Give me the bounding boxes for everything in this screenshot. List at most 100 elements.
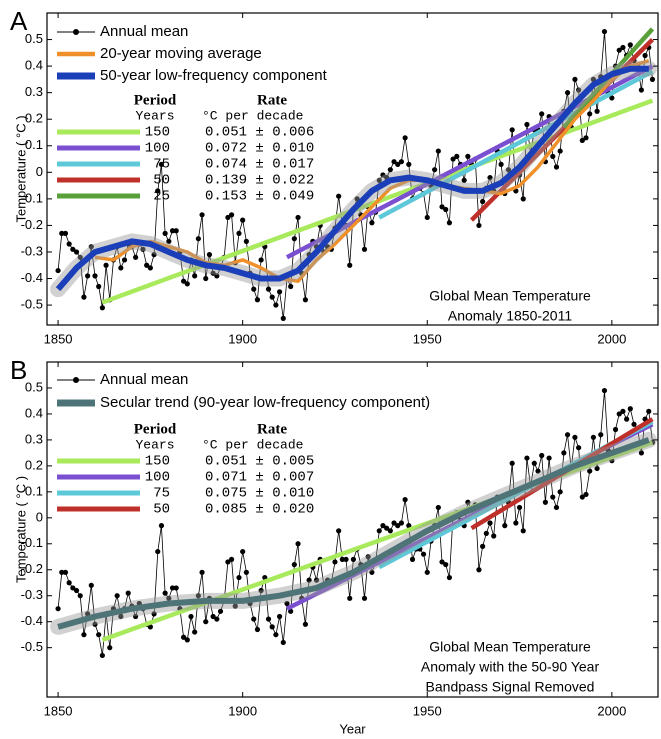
annual-point	[498, 161, 504, 167]
plot-frame	[46, 12, 659, 326]
annual-point	[583, 491, 589, 498]
annual-point	[206, 252, 213, 258]
annual-point	[162, 590, 168, 596]
y-tick-label: -0.5	[21, 639, 43, 654]
annual-point	[203, 275, 209, 282]
table-rate: 0.051 ± 0.006	[205, 125, 314, 141]
annual-point	[576, 87, 582, 93]
annual-point	[265, 616, 272, 622]
annual-point	[214, 273, 220, 279]
annual-point	[579, 137, 585, 144]
annual-point	[188, 613, 194, 620]
annual-point	[217, 608, 224, 614]
annual-point	[243, 238, 249, 244]
annual-point	[516, 504, 523, 511]
y-tick-label: -0.2	[21, 561, 43, 576]
y-tick-label: 0.2	[25, 111, 43, 126]
x-tick-label: 2000	[597, 703, 626, 718]
annual-point	[77, 593, 83, 599]
y-tick-label: 0.5	[25, 31, 43, 46]
annual-point	[166, 595, 172, 601]
y-axis-label: Temperature ( °C )	[13, 115, 28, 222]
annual-point	[295, 214, 301, 221]
annual-point	[387, 528, 393, 534]
annual-point	[583, 135, 589, 141]
annual-point	[62, 569, 69, 575]
annual-point	[313, 577, 320, 583]
annual-point	[258, 257, 264, 263]
annual-point	[92, 621, 98, 627]
plot-frame	[46, 361, 659, 698]
annual-point	[210, 613, 216, 620]
panel-label: A	[10, 6, 28, 36]
annual-point	[391, 159, 397, 165]
annual-point	[251, 616, 257, 622]
annual-point	[539, 452, 545, 459]
annual-point	[531, 460, 537, 466]
annual-point	[302, 621, 309, 627]
annual-point	[59, 230, 65, 236]
annual-point	[590, 434, 596, 440]
annual-point	[276, 613, 283, 620]
annual-point	[147, 265, 153, 271]
annual-point	[133, 254, 139, 260]
annual-point	[254, 297, 261, 303]
annual-point	[520, 196, 526, 202]
table-unit: Years	[135, 108, 174, 123]
annual-point	[228, 212, 235, 218]
x-axis-label: Year	[339, 721, 366, 736]
annual-point	[395, 523, 401, 529]
annual-point	[107, 645, 113, 651]
annual-point	[192, 629, 198, 635]
annual-point	[638, 450, 644, 456]
annual-point	[406, 161, 412, 167]
y-tick-label: -0.3	[21, 243, 43, 258]
annual-point	[620, 408, 626, 414]
annual-point	[169, 585, 176, 591]
annual-point	[564, 432, 571, 438]
annual-point	[336, 193, 342, 199]
annual-point	[343, 556, 349, 562]
annual-point	[553, 504, 560, 511]
annual-point	[288, 283, 294, 290]
annual-point	[546, 455, 552, 461]
annual-point	[542, 499, 548, 505]
annual-point	[225, 214, 231, 221]
annual-point	[557, 489, 563, 495]
annual-point	[284, 600, 290, 607]
y-tick-label: 0.4	[25, 405, 43, 420]
annual-point	[85, 273, 91, 279]
annual-point	[435, 148, 441, 154]
x-tick-label: 2000	[597, 331, 626, 346]
annual-point	[476, 222, 482, 229]
annual-point	[295, 541, 301, 547]
annual-point	[487, 175, 493, 181]
annual-point	[173, 228, 179, 234]
annual-point	[576, 445, 582, 451]
smooth-line	[94, 59, 650, 283]
panel-label: B	[10, 355, 27, 385]
annual-point	[62, 230, 69, 236]
annual-point	[214, 616, 220, 622]
x-tick-label: 1850	[44, 331, 73, 346]
annual-point	[361, 595, 368, 601]
annual-point	[354, 196, 360, 202]
annual-point	[70, 585, 76, 591]
annual-point	[454, 153, 460, 159]
annual-point	[184, 281, 190, 287]
y-tick-label: 0.2	[25, 457, 43, 472]
annual-point	[631, 421, 637, 427]
annual-point	[265, 286, 272, 292]
annual-point	[524, 455, 530, 461]
annual-point	[395, 161, 401, 167]
table-period: 50	[153, 173, 170, 189]
annual-point	[491, 533, 497, 539]
annual-point	[151, 252, 157, 258]
table-header: Period	[134, 421, 177, 437]
annual-point	[642, 52, 648, 59]
annual-point	[465, 499, 471, 505]
annual-point	[524, 121, 530, 128]
annual-point	[483, 530, 489, 536]
y-tick-label: -0.5	[21, 297, 43, 312]
